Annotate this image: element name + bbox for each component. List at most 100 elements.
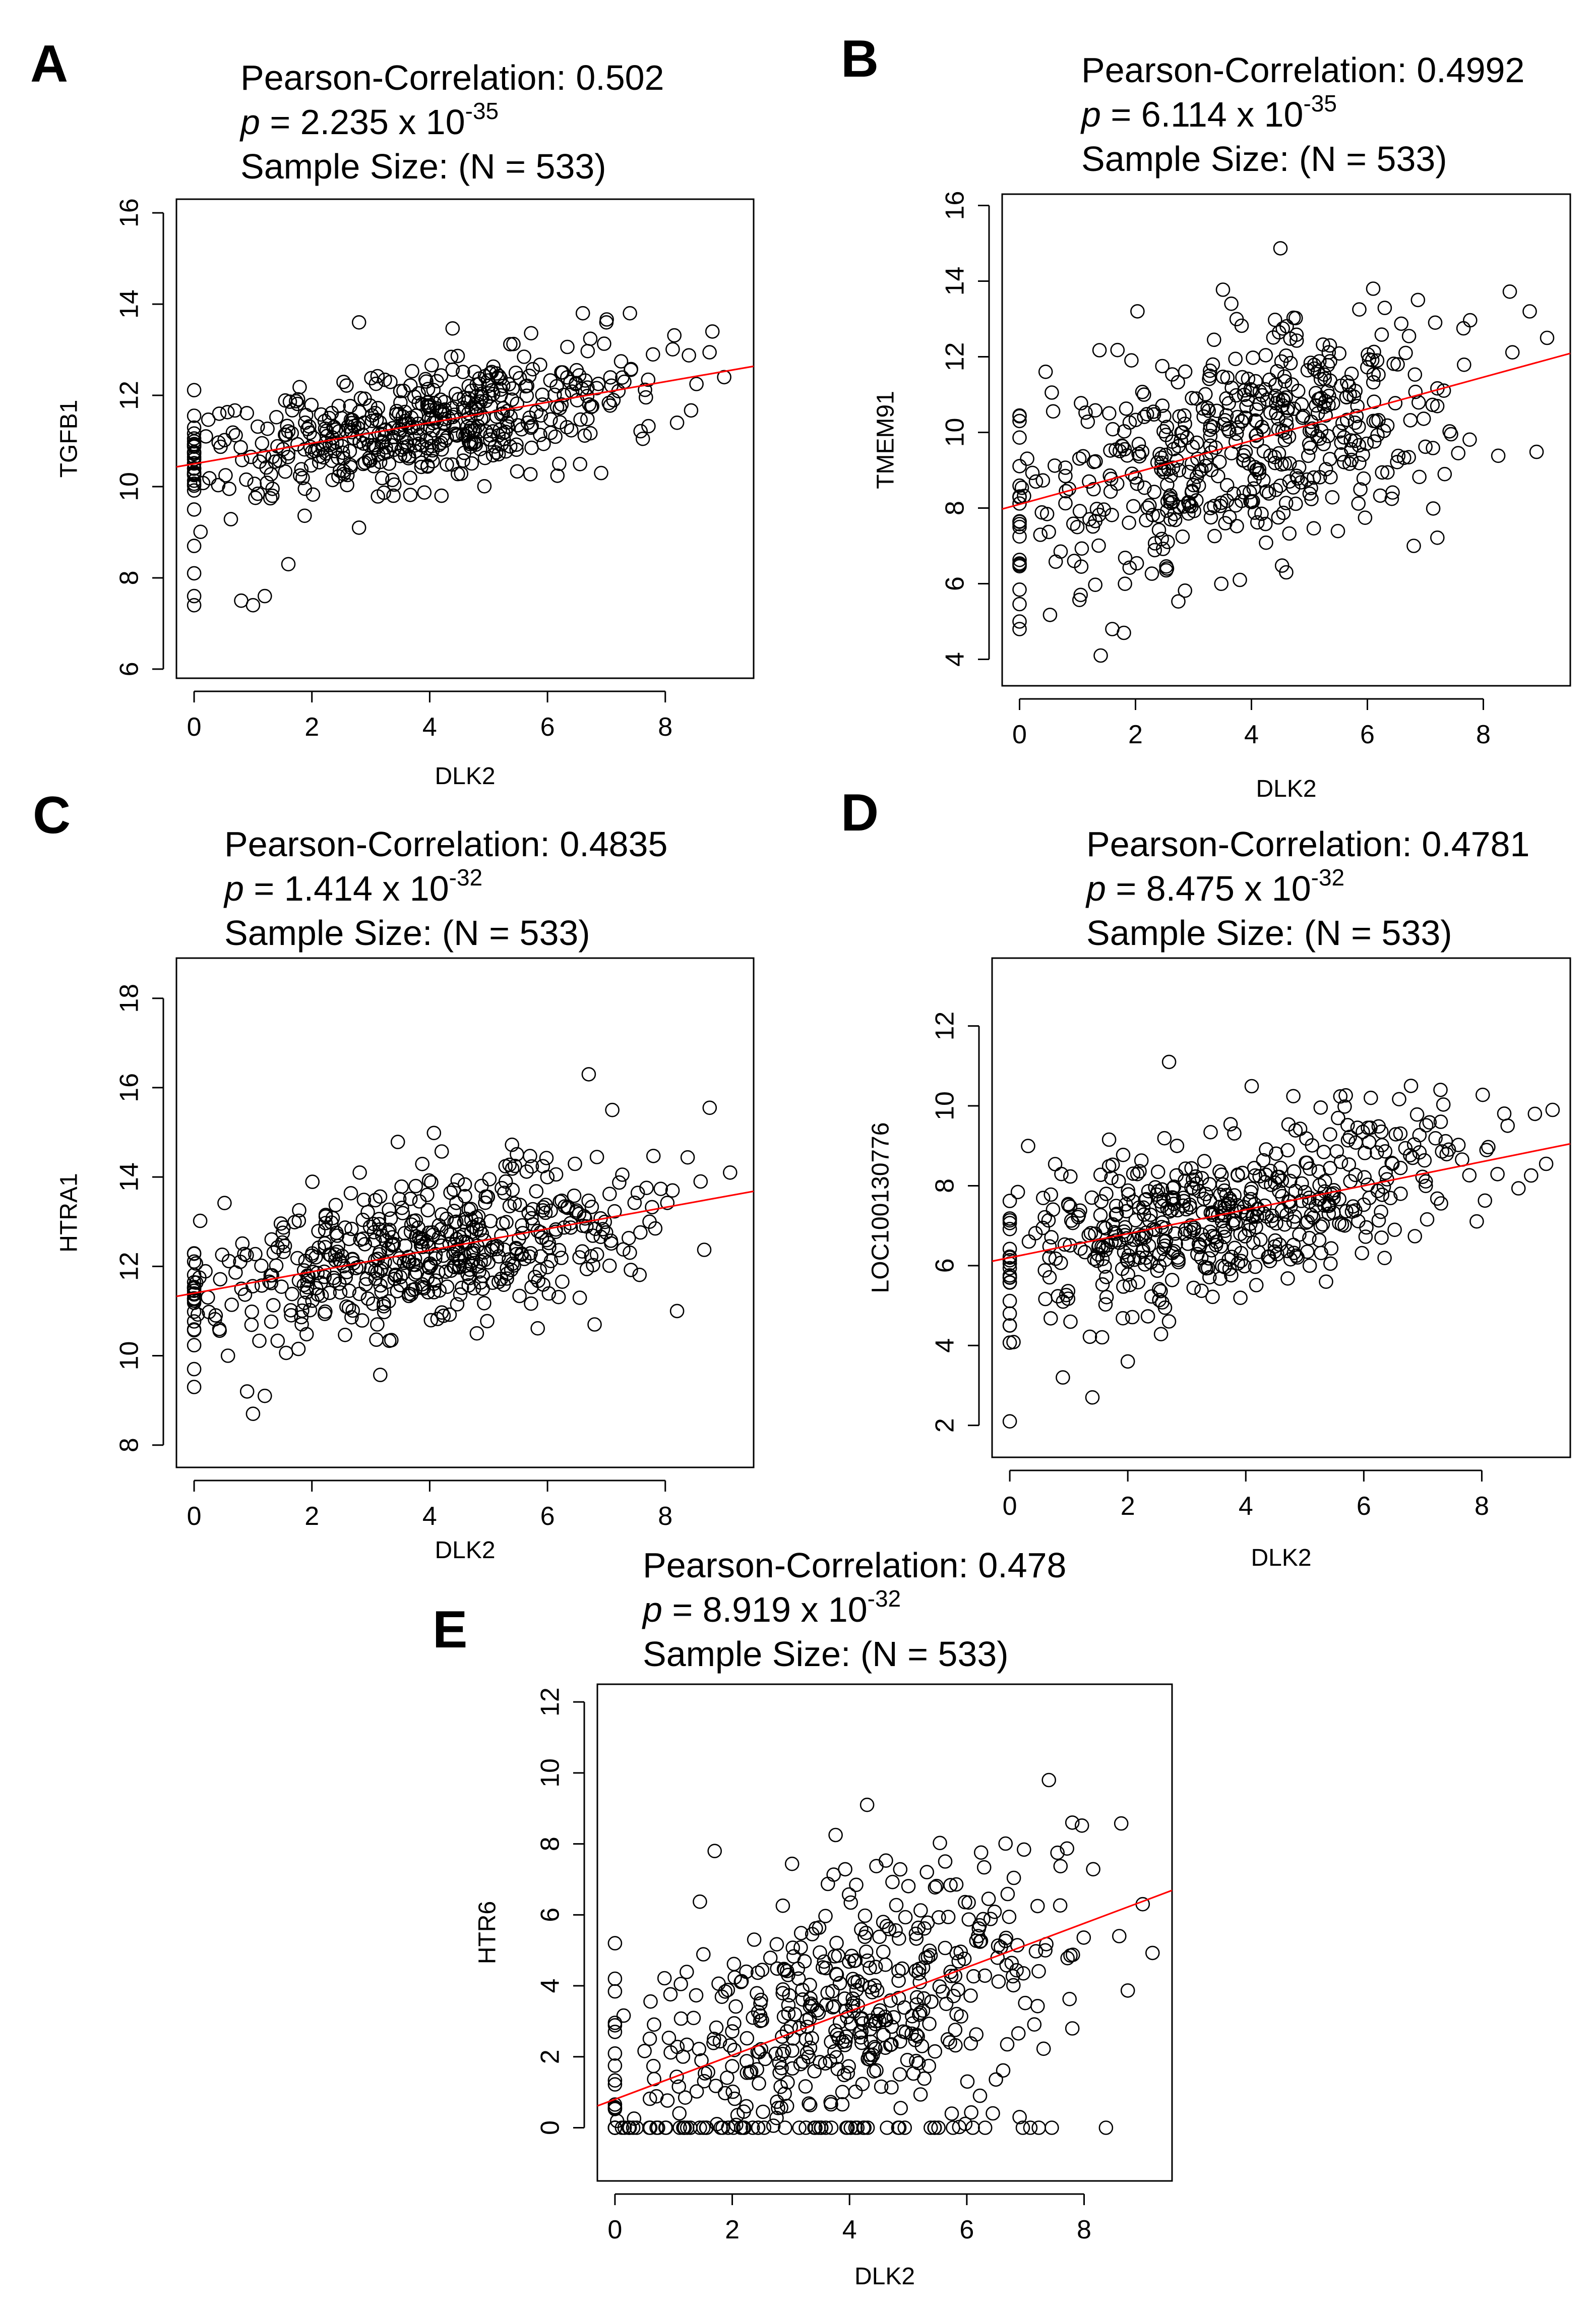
data-point [477,1233,492,1248]
data-point [949,1877,964,1892]
data-point [1430,530,1445,545]
data-point [1000,1886,1015,1902]
data-point [212,1323,227,1338]
y-tick-label: 2 [931,1418,960,1433]
data-point [1088,577,1103,593]
data-point [536,1200,551,1215]
data-point [338,1220,352,1235]
data-point [1438,1134,1453,1149]
data-point [414,1277,429,1292]
data-point [439,1264,453,1279]
data-point [1112,1929,1127,1943]
data-point [1277,1217,1292,1232]
x-tick-label: 4 [422,713,437,742]
data-point [1154,1220,1169,1234]
data-point [422,1260,437,1275]
data-point [1002,1414,1017,1429]
data-point [972,2088,988,2103]
data-point [1116,1279,1131,1294]
data-point [597,1214,612,1229]
data-point [1425,397,1440,412]
data-point [1403,413,1418,428]
data-point [1120,1983,1135,1998]
data-point [1028,1944,1043,1959]
data-point [1476,1087,1490,1102]
data-point [1250,515,1265,530]
data-point [187,1322,202,1337]
data-point [774,2060,789,2076]
data-point [581,1067,596,1082]
data-point [412,1231,427,1246]
data-point [689,2084,704,2099]
data-point [198,1264,213,1279]
data-point [541,1235,556,1251]
data-point [849,1982,864,1997]
data-point [264,1232,279,1247]
data-point [1117,442,1132,457]
data-point [1147,543,1162,558]
panel-letter-c: C [33,786,71,845]
data-point [1374,327,1389,342]
x-tick-label: 6 [959,2215,974,2244]
data-point [627,2111,642,2126]
data-point [1244,1181,1259,1196]
data-point [294,1310,309,1325]
panel-letter-e: E [433,1601,468,1659]
data-point [922,2017,937,2031]
data-point [1202,422,1217,437]
data-point [1171,1253,1186,1267]
data-point [935,1984,950,1999]
data-point [1282,1173,1298,1189]
data-point [607,2073,623,2088]
data-point [739,2054,754,2068]
x-tick-label: 2 [304,713,319,742]
x-tick-label: 8 [658,713,672,742]
data-point [300,1268,315,1283]
data-point [847,1975,862,1990]
data-point [998,1836,1013,1851]
data-point [673,2011,689,2026]
data-point [1065,2021,1080,2036]
data-point [538,1198,553,1212]
data-point [983,1912,998,1926]
data-point [1004,1956,1019,1971]
data-point [551,1289,566,1305]
data-point [680,1150,695,1165]
data-point [1294,397,1309,412]
data-point [1318,408,1333,423]
data-point [828,2023,843,2038]
p-label: p [240,102,260,142]
data-point [355,1212,371,1227]
data-point [823,2095,838,2109]
data-point [1150,1184,1165,1199]
data-point [1118,576,1132,591]
data-point [283,1303,298,1318]
data-point [897,2000,912,2015]
data-point [1006,1870,1021,1885]
data-point [1462,432,1477,447]
x-tick-label: 8 [658,1502,672,1531]
data-point [1185,439,1200,454]
data-point [1154,462,1169,477]
data-point [1136,1200,1151,1215]
data-point [607,1984,623,1999]
data-point [1122,1277,1137,1292]
data-point [266,1298,281,1313]
data-point [1406,539,1421,553]
data-point [575,1218,590,1233]
data-point [440,457,454,472]
data-point [1539,1156,1554,1171]
data-point [1238,410,1253,425]
data-point [977,2120,993,2135]
data-point [858,1925,874,1940]
data-point [913,2005,928,2020]
data-point [1216,1220,1231,1235]
data-point [1497,1106,1512,1121]
data-point [996,2063,1011,2078]
data-point [802,2096,816,2111]
data-point [1065,1815,1080,1830]
data-point [832,1976,847,1991]
data-point [1128,412,1143,428]
data-point [1091,538,1106,553]
